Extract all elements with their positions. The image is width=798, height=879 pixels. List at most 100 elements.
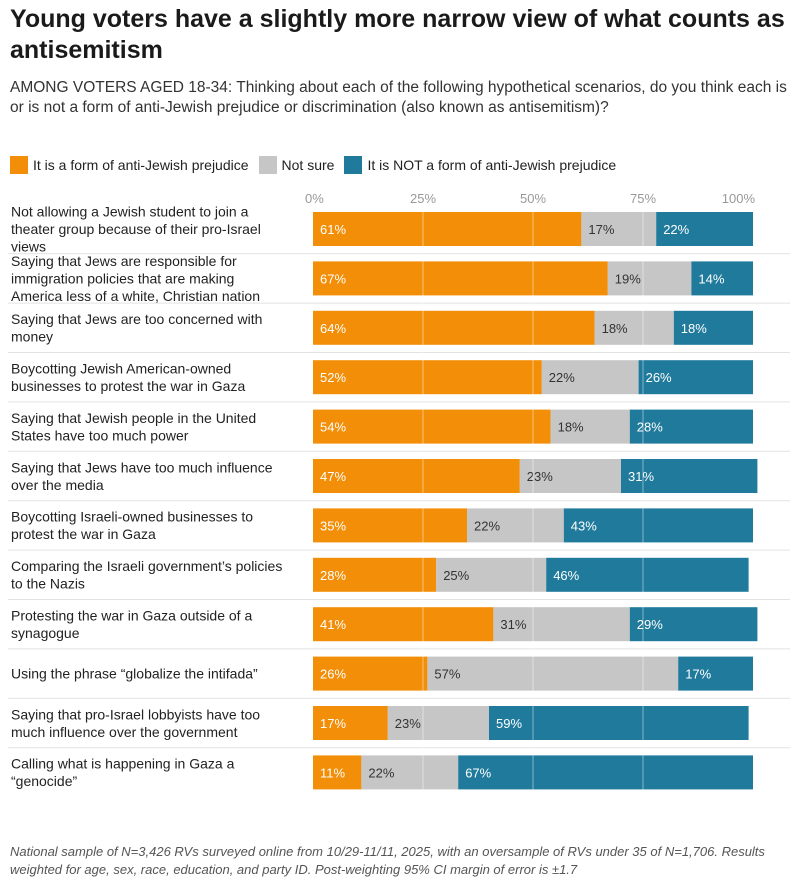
legend-swatch-not-prejudice	[344, 156, 363, 174]
bar-segment	[313, 310, 595, 345]
legend-label-is-prejudice: It is a form of anti-Jewish prejudice	[33, 157, 249, 173]
bar-segment	[629, 607, 758, 642]
data-label: 22%	[549, 370, 575, 385]
data-label: 28%	[637, 420, 663, 435]
category-label: Boycotting Jewish American-owned	[11, 360, 231, 376]
bar-segment	[313, 459, 520, 493]
x-tick-label: 100%	[722, 191, 756, 206]
category-label: Protesting the war in Gaza outside of a	[11, 607, 252, 623]
category-label: Not allowing a Jewish student to join a	[11, 204, 249, 220]
bar-segment	[550, 409, 630, 444]
category-label: theater group because of their pro-Israe…	[11, 221, 261, 237]
legend-label-not-sure: Not sure	[281, 157, 335, 173]
legend-item-is-prejudice: It is a form of anti-Jewish prejudice	[10, 156, 249, 174]
bar-segment	[546, 557, 749, 592]
bar-segment	[313, 212, 582, 246]
data-label: 59%	[496, 716, 522, 731]
category-label: Saying that Jews have too much influence	[11, 459, 273, 475]
bar-segment	[361, 755, 459, 790]
data-label: 18%	[558, 420, 584, 435]
data-label: 54%	[320, 420, 346, 435]
category-label: money	[11, 329, 53, 345]
category-label: Saying that pro-Israel lobbyists have to…	[11, 706, 260, 722]
data-label: 35%	[320, 518, 346, 533]
bar-segment	[489, 706, 749, 740]
legend-swatch-not-sure	[258, 156, 277, 174]
data-label: 18%	[681, 321, 707, 336]
legend-label-not-prejudice: It is NOT a form of anti-Jewish prejudic…	[367, 157, 617, 173]
category-label: Using the phrase “globalize the intifada…	[11, 666, 258, 682]
data-label: 26%	[320, 667, 346, 682]
category-label: Saying that Jews are responsible for	[11, 253, 237, 269]
chart-title: Young voters have a slightly more narrow…	[10, 5, 785, 64]
data-label: 46%	[553, 568, 579, 583]
stacked-bar-chart: 0% 25% 50% 75% 100% Not allowing a Jewish stu…	[8, 191, 790, 790]
category-label: protest the war in Gaza	[11, 526, 156, 542]
footnote: National sample of N=3,426 RVs surveyed …	[10, 844, 765, 877]
x-tick-label: 25%	[410, 191, 436, 206]
chart-subtitle: AMONG VOTERS AGED 18-34: Thinking about …	[10, 79, 787, 116]
legend-swatch-is-prejudice	[10, 156, 28, 174]
data-label: 22%	[474, 518, 500, 533]
category-label: Comparing the Israeli government’s polic…	[11, 558, 282, 574]
category-label: views	[11, 239, 46, 255]
bar-segment	[691, 261, 753, 296]
data-label: 28%	[320, 568, 346, 583]
data-label: 22%	[368, 765, 394, 780]
data-label: 41%	[320, 617, 346, 632]
legend-item-not-sure: Not sure	[258, 156, 335, 174]
bar-segment	[313, 409, 551, 444]
data-label: 23%	[527, 469, 553, 484]
bar-segment	[313, 557, 437, 592]
bar-segment	[638, 360, 753, 395]
data-label: 57%	[434, 667, 460, 682]
bar-segment	[563, 508, 753, 543]
data-label: 23%	[395, 716, 421, 731]
bar-segment	[541, 360, 639, 395]
bar-segment	[427, 656, 679, 691]
category-label: Boycotting Israeli-owned businesses to	[11, 509, 253, 525]
category-label: “genocide”	[11, 773, 77, 789]
x-tick-label: 0%	[305, 191, 324, 206]
data-label: 67%	[465, 765, 491, 780]
data-label: 29%	[637, 617, 663, 632]
data-label: 25%	[443, 568, 469, 583]
data-label: 64%	[320, 321, 346, 336]
bar-segment	[493, 607, 630, 642]
bar-segment	[594, 310, 674, 345]
bar-segment	[629, 409, 753, 444]
bar-segment	[313, 706, 388, 740]
data-label: 17%	[685, 667, 711, 682]
data-label: 61%	[320, 222, 346, 237]
data-label: 14%	[698, 271, 724, 286]
data-label: 22%	[663, 222, 689, 237]
category-label: Calling what is happening in Gaza a	[11, 756, 235, 772]
bar-segment	[436, 557, 547, 592]
category-label: Saying that Jewish people in the United	[11, 410, 256, 426]
data-label: 43%	[571, 518, 597, 533]
category-label: businesses to protest the war in Gaza	[11, 378, 245, 394]
bar-segment	[467, 508, 564, 543]
category-label: America less of a white, Christian natio…	[11, 288, 260, 304]
bar-segment	[313, 261, 608, 296]
category-label: immigration policies that are making	[11, 270, 234, 286]
data-label: 31%	[628, 469, 654, 484]
data-label: 18%	[602, 321, 628, 336]
data-label: 17%	[320, 716, 346, 731]
bar-segment	[313, 360, 542, 395]
bar-segment	[673, 310, 753, 345]
data-label: 67%	[320, 271, 346, 286]
bar-segment	[581, 212, 657, 246]
bar-segment	[607, 261, 692, 296]
data-label: 17%	[588, 222, 614, 237]
bar-segment	[621, 459, 758, 493]
data-label: 52%	[320, 370, 346, 385]
bar-segment	[313, 755, 362, 790]
category-label: to the Nazis	[11, 576, 85, 592]
category-label: Saying that Jews are too concerned with	[11, 311, 262, 327]
category-label: much influence over the government	[11, 724, 238, 740]
data-label: 31%	[500, 617, 526, 632]
bar-segment	[313, 656, 428, 691]
data-label: 11%	[320, 765, 345, 780]
bar-segment	[313, 607, 494, 642]
